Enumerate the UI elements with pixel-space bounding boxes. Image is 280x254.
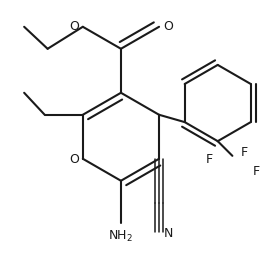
Text: N: N xyxy=(164,226,173,239)
Text: O: O xyxy=(163,20,173,33)
Text: F: F xyxy=(252,164,259,177)
Text: NH$_2$: NH$_2$ xyxy=(108,228,134,243)
Text: O: O xyxy=(69,153,79,166)
Text: F: F xyxy=(241,145,248,158)
Text: O: O xyxy=(70,20,80,33)
Text: F: F xyxy=(206,153,213,166)
